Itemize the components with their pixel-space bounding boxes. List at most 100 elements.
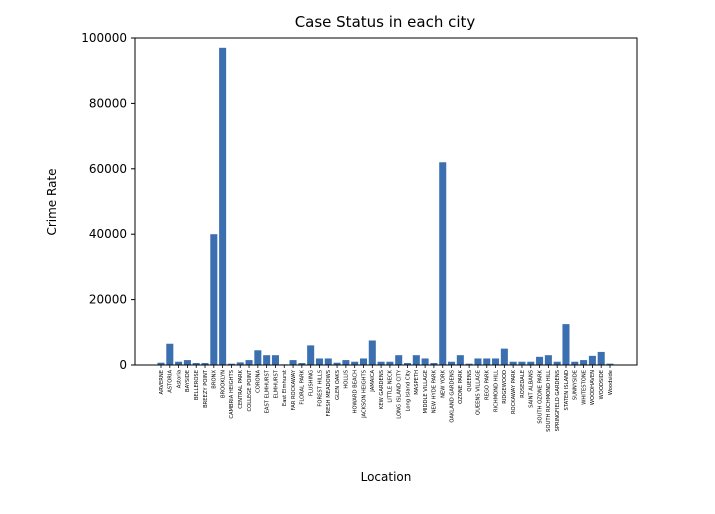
x-tick-label: LITTLE NECK [388, 369, 394, 402]
y-tick-label: 40000 [89, 227, 127, 241]
y-tick-label: 100000 [81, 31, 127, 45]
x-tick-label: SPRINGFIELD GARDENS [555, 370, 561, 431]
bar [403, 363, 412, 365]
bar [421, 358, 429, 365]
x-tick-label: QUEENS [467, 370, 473, 392]
x-tick-label: CENTRAL PARK [238, 369, 244, 408]
bar [298, 363, 306, 365]
bar [456, 355, 464, 365]
x-tick-label: ARVERNE [159, 370, 165, 394]
x-tick-label: FLORAL PARK [300, 369, 306, 404]
bar [439, 162, 447, 365]
x-tick-label: MIDDLE VILLAGE [423, 370, 429, 414]
bar [500, 348, 508, 365]
x-tick-label: ROSEDALE [520, 370, 526, 398]
bar [465, 363, 473, 365]
y-tick-label: 0 [119, 358, 127, 372]
bar [245, 360, 253, 365]
x-tick-label: SUNNYSIDE [573, 370, 579, 400]
bar [395, 355, 403, 365]
x-tick-label: BREEZY POINT [203, 369, 209, 408]
bar [342, 360, 350, 365]
x-tick-label: QUEENS VILLAGE [476, 370, 482, 415]
bar [351, 361, 359, 365]
x-tick-label: NEW YORK [441, 369, 447, 398]
x-tick-label: FAR ROCKAWAY [291, 369, 297, 410]
x-tick-label: WOODSIDE [599, 370, 605, 399]
bar [448, 361, 456, 365]
x-tick-label: BAYSIDE [185, 370, 191, 392]
chart-title: Case Status in each city [295, 13, 476, 31]
bar [562, 324, 570, 365]
bar [527, 361, 535, 365]
x-tick-label: HOLLIS [344, 370, 350, 389]
bar [492, 358, 500, 365]
bar [219, 47, 227, 366]
plot-frame [134, 37, 638, 366]
x-tick-label: Woodside [608, 370, 614, 395]
bar [271, 355, 279, 365]
x-tick-label: JAMAICA [370, 370, 376, 393]
y-tick-label: 60000 [89, 162, 127, 176]
x-tick-label: OZONE PARK [458, 369, 464, 403]
x-tick-label: Long Island City [405, 370, 411, 411]
x-tick-label: JACKSON HEIGHTS [361, 370, 367, 419]
bar [227, 363, 235, 365]
x-axis-label: Location [361, 470, 412, 484]
bar [192, 363, 200, 365]
bar [518, 361, 526, 365]
bar [412, 355, 420, 365]
bar [386, 361, 394, 365]
x-tick-label: CORONA [256, 370, 262, 393]
bar [580, 360, 588, 365]
x-tick-label: HOWARD BEACH [352, 370, 358, 414]
bar [430, 363, 438, 365]
x-tick-label: SAINT ALBANS [529, 370, 535, 408]
bar [307, 345, 315, 365]
x-tick-label: MASPETH [414, 370, 420, 395]
x-tick-label: ELMHURST [273, 369, 279, 398]
bar [588, 355, 596, 365]
bar [236, 362, 244, 365]
bars [157, 47, 614, 366]
x-tick-label: GLEN OAKS [335, 370, 341, 400]
bar [474, 358, 482, 365]
bar [333, 362, 341, 365]
x-tick-label: OAKLAND GARDENS [449, 370, 455, 423]
bar [157, 362, 165, 365]
bar [166, 343, 174, 365]
x-tick-label: ROCKAWAY PARK [511, 369, 517, 414]
y-tick-label: 80000 [89, 96, 127, 110]
x-axis: ARVERNE ASTORIA Astoria BAYSIDE BELLEROSE BRE… [159, 365, 614, 432]
bar [368, 340, 376, 365]
bar [324, 358, 332, 365]
bar [597, 351, 605, 365]
x-tick-label: BROOKLYN [220, 370, 226, 398]
bar [254, 350, 262, 365]
bar [210, 234, 218, 365]
x-tick-label: EAST ELMHURST [264, 369, 270, 413]
x-tick-label: BELLEROSE [194, 370, 200, 400]
bar [606, 363, 614, 365]
x-tick-label: STATEN ISLAND [564, 370, 570, 410]
bar [544, 355, 552, 365]
x-tick-label: SOUTH RICHMOND HILL [546, 370, 552, 432]
bar [201, 363, 209, 365]
x-tick-label: NEW HYDE PARK [432, 369, 438, 413]
x-tick-label: ASTORIA [168, 370, 174, 393]
x-tick-label: Astoria [176, 370, 182, 388]
x-tick-label: FRESH MEADOWS [326, 370, 332, 417]
y-tick-label: 20000 [89, 293, 127, 307]
x-tick-label: CAMBRIA HEIGHTS [229, 370, 235, 419]
bar [263, 355, 271, 365]
x-tick-label: RIDGEWOOD [502, 370, 508, 404]
x-tick-label: WHITESTONE [581, 370, 587, 405]
bar [315, 358, 323, 365]
bar [571, 361, 579, 365]
bar [536, 356, 544, 365]
y-axis: 0 20000 40000 60000 80000 100000 [81, 31, 135, 372]
bar [289, 360, 297, 365]
bar [509, 361, 517, 365]
x-tick-label: FLUSHING [308, 370, 314, 396]
